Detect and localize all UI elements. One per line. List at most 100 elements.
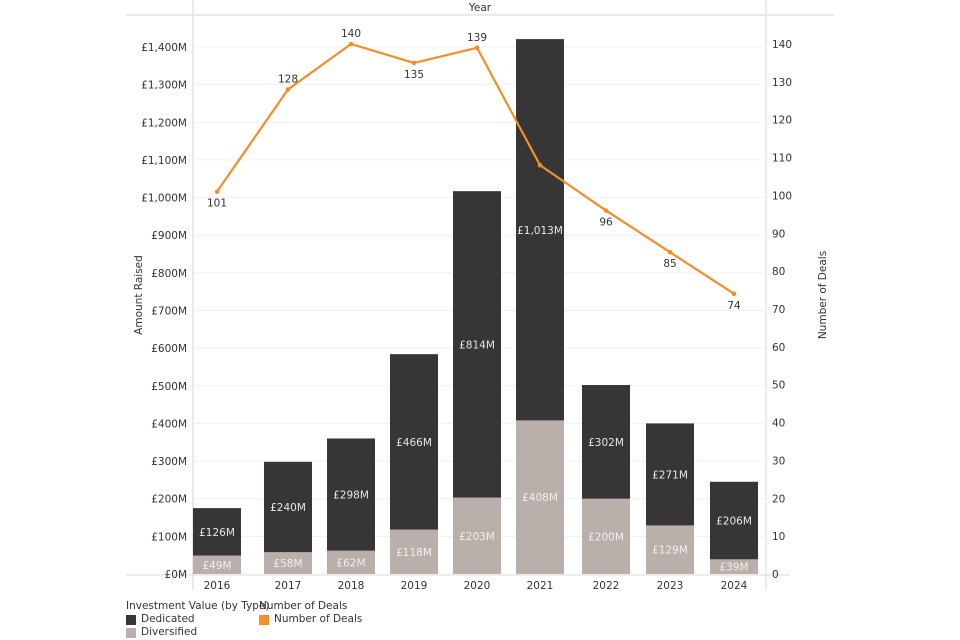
bar-data-label: £126M <box>199 527 235 539</box>
bar-data-label: £302M <box>588 437 624 449</box>
y2-tick-label: 130 <box>772 77 792 89</box>
bar-dedicated-2019 <box>390 354 438 530</box>
bar-diversified-2024 <box>710 559 758 574</box>
y2-tick-label: 100 <box>772 190 792 202</box>
bar-data-label: £118M <box>396 547 432 559</box>
y-tick-label: £400M <box>151 418 187 430</box>
y2-tick-label: 80 <box>772 266 785 278</box>
y2-tick-label: 110 <box>772 153 792 165</box>
bar-dedicated-2021 <box>516 39 564 421</box>
x-tick-label: 2017 <box>275 580 302 592</box>
legend-label: Number of Deals <box>274 613 363 625</box>
deals-point-2022 <box>603 208 609 213</box>
bar-diversified-2017 <box>264 552 312 574</box>
deals-point-2018 <box>348 41 354 47</box>
x-axis-ticks: 2016 2017 2018 2019 2020 2021 2022 2023 2024 <box>204 580 748 592</box>
deals-point-2019 <box>411 60 417 66</box>
x-tick-label: 2023 <box>657 580 684 592</box>
y2-tick-label: 90 <box>772 228 785 240</box>
y-tick-label: £100M <box>151 531 187 543</box>
deals-data-label: 74 <box>727 300 741 312</box>
bar-data-label: £39M <box>719 562 748 574</box>
x-tick-label: 2022 <box>593 580 620 592</box>
bar-dedicated-2018 <box>327 438 375 551</box>
y-tick-label: £700M <box>151 306 187 318</box>
left-axis-title: Amount Raised <box>133 255 145 335</box>
y-tick-label: £300M <box>151 456 187 468</box>
x-tick-label: 2021 <box>527 580 554 592</box>
y2-tick-label: 60 <box>772 342 785 354</box>
y2-tick-label: 10 <box>772 531 785 543</box>
bar-dedicated-2022 <box>582 385 630 499</box>
legend-title: Number of Deals <box>259 600 348 612</box>
legend-swatch-dedicated <box>126 614 136 625</box>
legend-item-dedicated[interactable]: Dedicated <box>126 613 270 626</box>
deals-data-label: 96 <box>599 217 613 229</box>
bar-diversified-2019 <box>390 529 438 574</box>
legend-label: Diversified <box>141 626 198 638</box>
bar-data-label: £129M <box>652 545 688 557</box>
deals-point-2017 <box>285 87 291 92</box>
bar-data-label: £814M <box>459 339 495 351</box>
bar-data-label: £200M <box>588 531 624 543</box>
y-tick-label: £900M <box>151 230 187 242</box>
legend-title: Investment Value (by Type) <box>126 600 270 612</box>
deals-data-label: 128 <box>278 73 298 85</box>
y-tick-label: £200M <box>151 494 187 506</box>
y2-tick-label: 40 <box>772 418 785 430</box>
x-tick-label: 2019 <box>401 580 428 592</box>
bar-dedicated-2016 <box>193 508 241 556</box>
deals-point-2021 <box>537 162 543 168</box>
bar-diversified-2022 <box>582 498 630 574</box>
deals-point-2023 <box>667 249 673 255</box>
y-tick-label: £1,300M <box>141 80 187 92</box>
bar-dedicated-2020 <box>453 191 501 498</box>
y2-tick-label: 0 <box>772 569 779 581</box>
x-tick-label: 2016 <box>204 580 231 592</box>
bar-dedicated-2017 <box>264 461 312 553</box>
legend-item-diversified[interactable]: Diversified <box>126 626 270 639</box>
bars: £49M £126M £58M £240M £62M £298M £118M £466M £20… <box>193 39 758 574</box>
bar-data-label: £240M <box>270 502 306 514</box>
deals-point-2024 <box>731 291 737 297</box>
x-tick-label: 2020 <box>464 580 491 592</box>
legend-swatch-deals <box>259 614 269 625</box>
bar-data-label: £408M <box>522 492 558 504</box>
bar-diversified-2020 <box>453 497 501 574</box>
legend-item-number-of-deals[interactable]: Number of Deals <box>259 613 362 626</box>
right-axis-title: Number of Deals <box>817 251 829 339</box>
y2-tick-label: 140 <box>772 39 792 51</box>
left-axis-ticks: £0M £100M £200M £300M £400M £500M £600M £700M £8… <box>141 42 187 581</box>
right-axis-ticks: 0 10 20 30 40 50 60 70 80 90 100 110 120 130 140 <box>772 39 792 581</box>
y-tick-label: £0M <box>165 569 187 581</box>
deals-data-label: 85 <box>663 258 676 270</box>
bar-data-label: £466M <box>396 437 432 449</box>
deals-data-label: 140 <box>341 28 361 40</box>
legend-group-investment: Investment Value (by Type) Dedicated Div… <box>126 600 270 639</box>
bar-diversified-2021 <box>516 420 564 574</box>
deals-data-label: 135 <box>404 69 424 81</box>
x-tick-label: 2018 <box>338 580 365 592</box>
legend-swatch-diversified <box>126 627 136 638</box>
bar-data-label: £1,013M <box>517 225 563 237</box>
bar-data-label: £206M <box>716 516 752 528</box>
bar-data-label: £62M <box>336 557 365 569</box>
bar-data-label: £203M <box>459 531 495 543</box>
deals-data-label: 101 <box>207 198 227 210</box>
bar-diversified-2016 <box>193 555 241 574</box>
deals-data-label: 139 <box>467 32 487 44</box>
y-tick-label: £1,000M <box>141 193 187 205</box>
deals-point-2020 <box>474 45 480 51</box>
bar-data-label: £271M <box>652 469 688 481</box>
y-tick-label: £500M <box>151 381 187 393</box>
y2-tick-label: 50 <box>772 380 785 392</box>
bar-data-label: £58M <box>273 558 302 570</box>
bar-data-label: £298M <box>333 490 369 502</box>
x-axis-title: Year <box>468 2 492 14</box>
bar-dedicated-2023 <box>646 423 694 526</box>
y-tick-label: £1,100M <box>141 155 187 167</box>
y-tick-label: £1,200M <box>141 117 187 129</box>
bar-diversified-2023 <box>646 525 694 574</box>
legend-label: Dedicated <box>141 613 195 625</box>
